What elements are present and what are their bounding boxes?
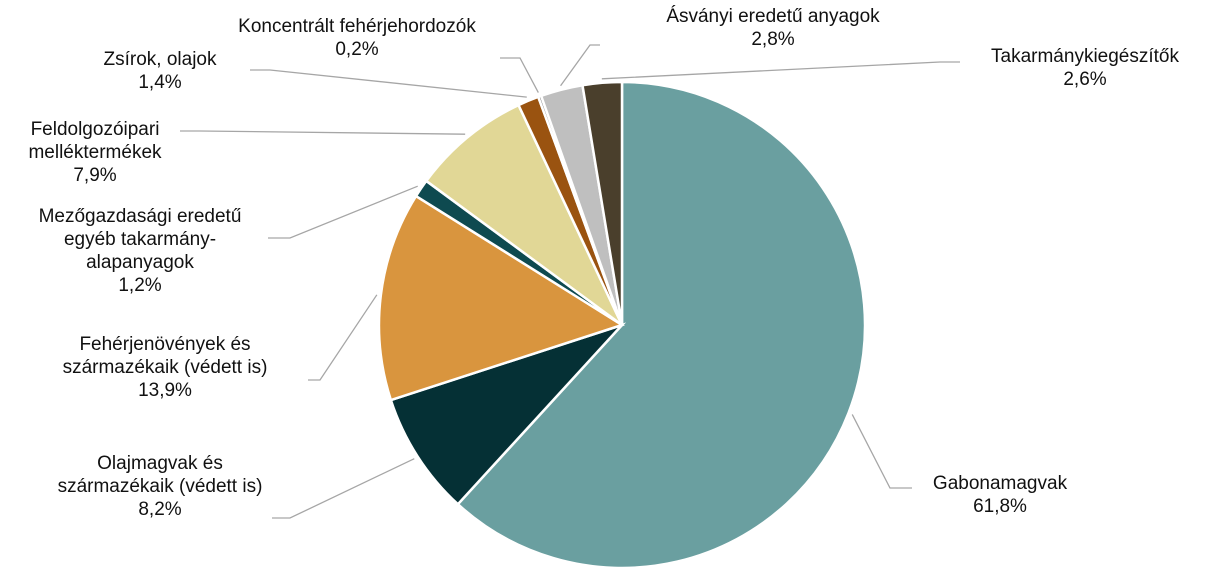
category-label: Ásványi eredetű anyagok [666,6,880,27]
value-label: 1,2% [118,275,162,296]
value-label: 1,4% [138,72,182,93]
leader-line [560,44,600,87]
category-label: Olajmagvak és származékaik (védett is) [57,453,263,497]
leader-line [308,294,378,381]
pie-slice [377,194,625,402]
leader-line [250,69,527,98]
slice-label: Fehérjenövények és származékaik (védett … [48,333,283,402]
pie-slice [581,80,624,326]
slice-label: Koncentrált fehérjehordozók 0,2% [192,15,522,61]
leader-line [272,458,415,519]
category-label: Gabonamagvak [932,473,1068,494]
slice-label: Olajmagvak és származékaik (védett is) 8,… [43,452,278,521]
slice-label: Gabonamagvak 61,8% [910,472,1090,518]
value-label: 13,9% [138,380,192,401]
value-label: 0,2% [335,39,379,60]
slice-label: Feldolgozóipari melléktermékek 7,9% [5,118,185,187]
leader-line [500,57,539,93]
category-label: Takarmánykiegészítők [991,46,1179,67]
slice-label: Takarmánykiegészítők 2,6% [955,45,1215,91]
pie-slice [424,103,624,327]
leader-line [601,61,960,80]
value-label: 2,6% [1063,69,1107,90]
category-label: Mezőgazdasági eredetű egyéb takarmány-al… [38,206,242,273]
pie-slice [389,322,627,506]
category-label: Fehérjenövények és származékaik (védett … [62,334,268,378]
value-label: 2,8% [751,29,795,50]
slice-label: Mezőgazdasági eredetű egyéb takarmány-al… [15,205,265,297]
value-label: 8,2% [138,499,182,520]
value-label: 7,9% [73,165,117,186]
slice-label: Ásványi eredetű anyagok 2,8% [623,5,923,51]
leader-line [268,185,418,239]
value-label: 61,8% [973,496,1027,517]
leader-line [180,130,466,135]
pie-slice [456,80,867,568]
category-label: Koncentrált fehérjehordozók [238,16,476,37]
category-label: Zsírok, olajok [103,49,217,70]
leader-line [851,414,912,489]
slice-label: Zsírok, olajok 1,4% [60,48,260,94]
category-label: Feldolgozóipari melléktermékek [28,119,162,163]
